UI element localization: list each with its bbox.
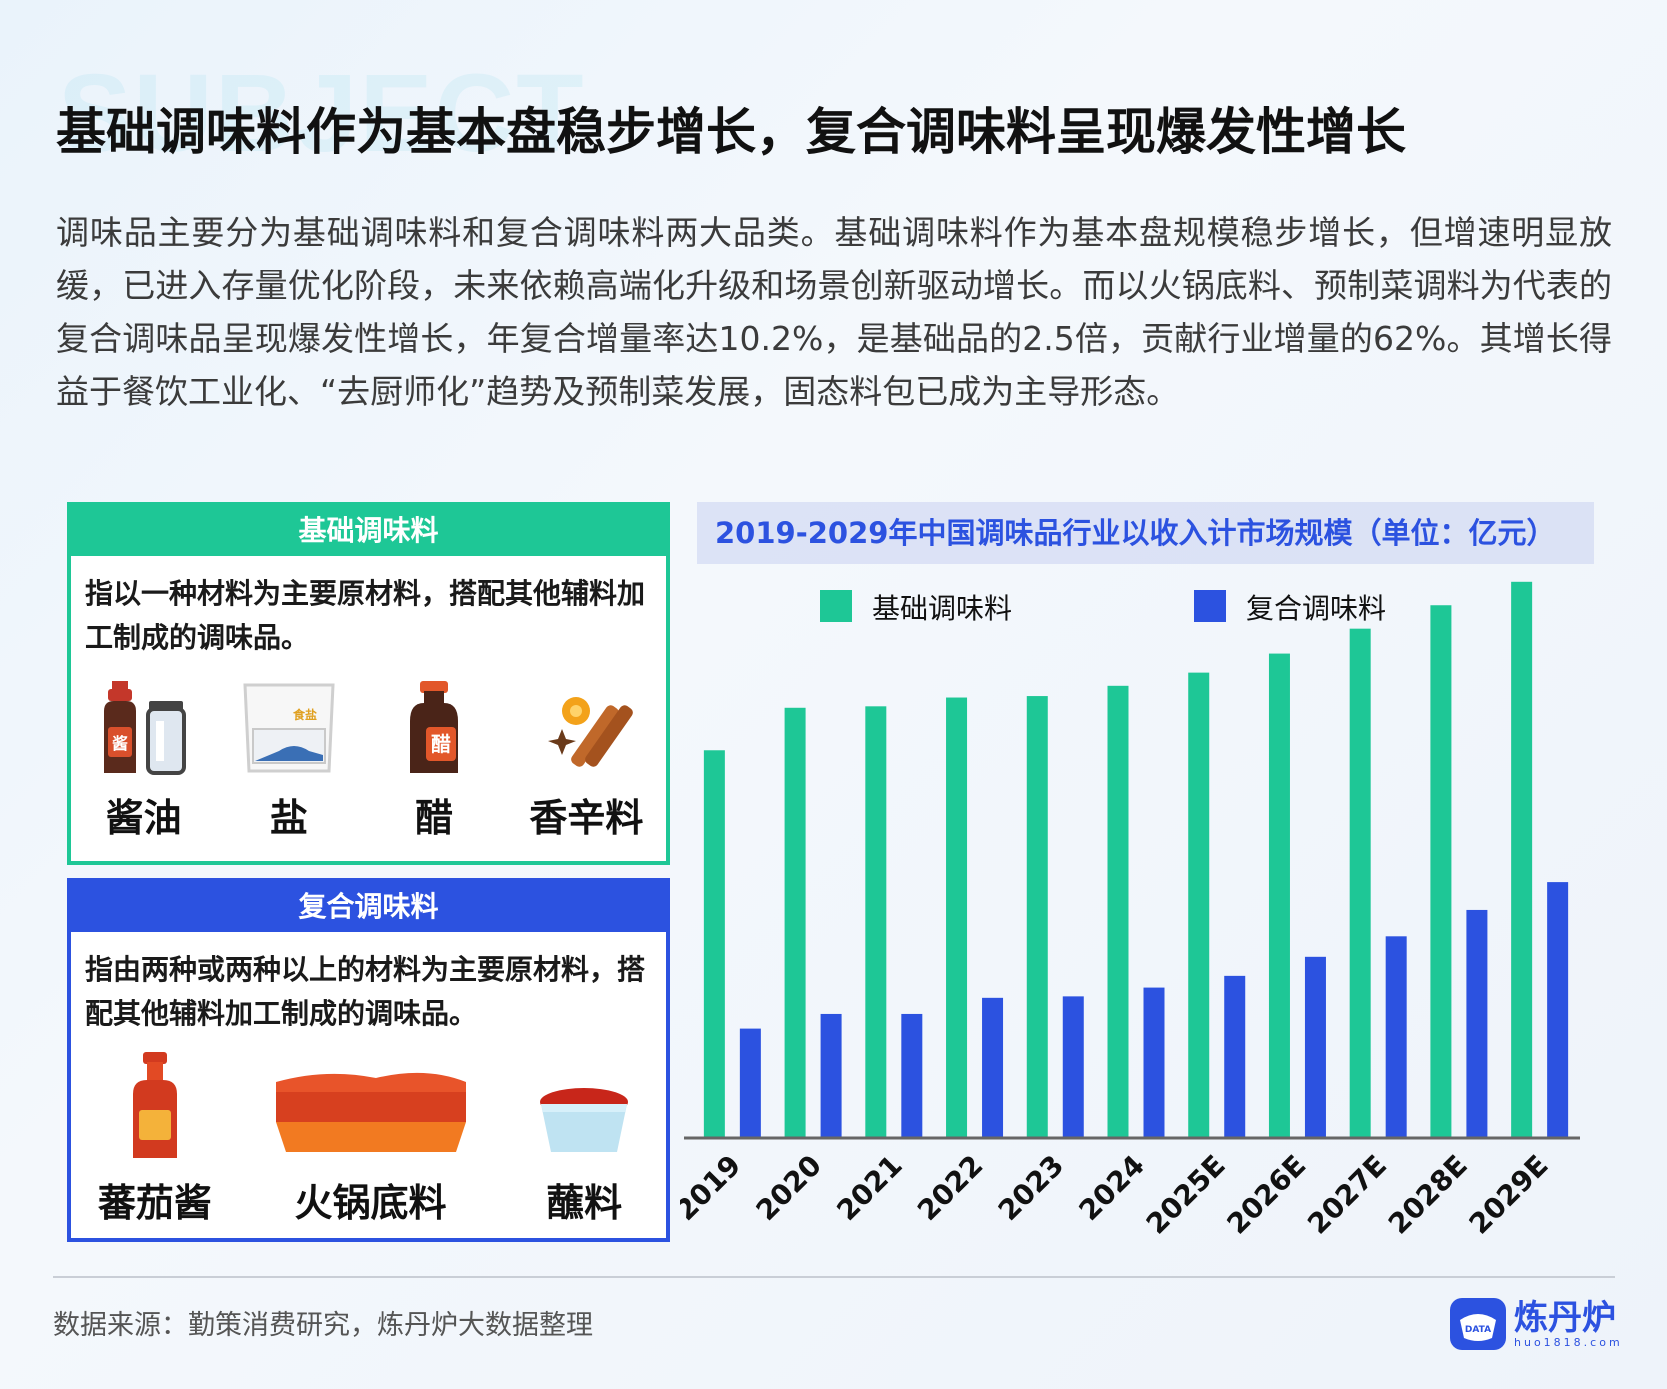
soy-sauce-icon: 酱 [103, 681, 186, 775]
item-label: 酱油 [105, 796, 182, 840]
background-watermark-word: SUBJECT [58, 52, 586, 175]
x-tick-label: 2029E [1463, 1149, 1555, 1241]
bar-basic-2024 [1107, 685, 1129, 1137]
x-tick-label: 2026E [1220, 1149, 1312, 1241]
legend-item: 复合调味料 [1194, 590, 1386, 625]
bar-compound-2028E [1466, 909, 1488, 1137]
brand-logo-badge: DATA [1465, 1325, 1491, 1335]
x-tick-label: 2020 [750, 1149, 828, 1227]
x-tick-label: 2023 [992, 1149, 1070, 1227]
item-label: 蕃茄酱 [97, 1181, 212, 1225]
data-source: 数据来源：勤策消费研究，炼丹炉大数据整理 [53, 1310, 593, 1341]
brand-logo-icon: DATA [1450, 1298, 1506, 1350]
bar-compound-2026E [1304, 956, 1326, 1137]
item-label: 盐 [269, 796, 308, 840]
bar-basic-2028E [1430, 605, 1452, 1137]
legend-item: 基础调味料 [820, 590, 1012, 625]
compound-items-row: 蕃茄酱 火锅底料 蘸料 [71, 1052, 666, 1227]
bar-compound-2024 [1143, 987, 1165, 1137]
bar-basic-2021 [865, 706, 887, 1137]
intro-paragraph: 调味品主要分为基础调味料和复合调味料两大品类。基础调味料作为基本盘规模稳步增长，… [56, 213, 1612, 411]
spices-icon [548, 697, 634, 767]
item-spices: 香辛料 [529, 681, 643, 842]
basic-items-row: 酱 酱油 食盐 盐 醋 醋 [71, 681, 666, 842]
bar-basic-2027E [1349, 628, 1371, 1137]
item-salt: 食盐 盐 [239, 681, 339, 842]
legend-label: 复合调味料 [1246, 592, 1386, 625]
item-label: 火锅底料 [294, 1181, 447, 1225]
dipping-sauce-icon [540, 1088, 629, 1152]
footer-divider [53, 1276, 1615, 1278]
item-soy-sauce: 酱 酱油 [94, 681, 194, 842]
ketchup-icon [132, 1052, 177, 1158]
bar-compound-2023 [1062, 996, 1084, 1137]
bar-compound-2019 [739, 1028, 761, 1137]
vinegar-icon: 醋 [410, 681, 459, 773]
item-vinegar: 醋 醋 [384, 681, 484, 842]
compound-seasoning-desc: 指由两种或两种以上的材料为主要原材料，搭配其他辅料加工制成的调味品。 [85, 953, 646, 1030]
basic-seasoning-box: 基础调味料 指以一种材料为主要原材料，搭配其他辅料加工制成的调味品。 酱 酱油 … [67, 502, 670, 865]
salt-glyph: 食盐 [292, 707, 317, 722]
bar-basic-2023 [1026, 696, 1048, 1137]
x-tick-label: 2019 [680, 1149, 747, 1227]
bar-basic-2025E [1188, 672, 1210, 1137]
soy-sauce-glyph: 酱 [112, 734, 128, 753]
bar-compound-2025E [1224, 975, 1246, 1137]
bar-basic-2019 [703, 750, 725, 1137]
bar-basic-2022 [946, 697, 968, 1137]
x-tick-label: 2025E [1140, 1149, 1232, 1241]
x-tick-label: 2021 [830, 1149, 908, 1227]
bar-compound-2027E [1385, 936, 1407, 1137]
legend-label: 基础调味料 [872, 592, 1012, 625]
salt-icon: 食盐 [243, 683, 335, 773]
compound-seasoning-header: 复合调味料 [71, 882, 666, 932]
item-ketchup: 蕃茄酱 [98, 1052, 212, 1227]
page-title: 基础调味料作为基本盘稳步增长，复合调味料呈现爆发性增长 [56, 103, 1406, 161]
x-tick-label: 2024 [1073, 1149, 1151, 1227]
hotpot-base-icon [275, 1072, 466, 1152]
item-hotpot-base: 火锅底料 [266, 1052, 476, 1227]
x-tick-label: 2027E [1301, 1149, 1393, 1241]
basic-seasoning-header: 基础调味料 [71, 506, 666, 556]
basic-seasoning-desc: 指以一种材料为主要原材料，搭配其他辅料加工制成的调味品。 [85, 577, 646, 654]
bar-compound-2020 [820, 1013, 842, 1137]
item-label: 蘸料 [546, 1181, 623, 1225]
bar-basic-2029E [1511, 581, 1533, 1137]
vinegar-glyph: 醋 [431, 732, 451, 756]
brand-url: huo1818.com [1514, 1335, 1623, 1349]
bar-compound-2029E [1547, 882, 1569, 1137]
x-tick-label: 2022 [911, 1149, 989, 1227]
legend-swatch [820, 590, 852, 622]
x-tick-label: 2028E [1382, 1149, 1474, 1241]
compound-seasoning-box: 复合调味料 指由两种或两种以上的材料为主要原材料，搭配其他辅料加工制成的调味品。… [67, 878, 670, 1242]
bar-compound-2022 [982, 997, 1004, 1137]
item-label: 醋 [415, 796, 454, 840]
brand-logo: DATA 炼丹炉 huo1818.com [1450, 1298, 1623, 1350]
chart-title: 2019-2029年中国调味品行业以收入计市场规模（单位：亿元） [697, 502, 1594, 564]
bar-basic-2026E [1268, 653, 1290, 1137]
brand-name: 炼丹炉 [1514, 1297, 1616, 1338]
item-dipping-sauce: 蘸料 [529, 1052, 639, 1227]
item-label: 香辛料 [529, 796, 644, 840]
legend-swatch [1194, 590, 1226, 622]
bar-compound-2021 [901, 1013, 923, 1137]
bar-basic-2020 [784, 707, 806, 1137]
